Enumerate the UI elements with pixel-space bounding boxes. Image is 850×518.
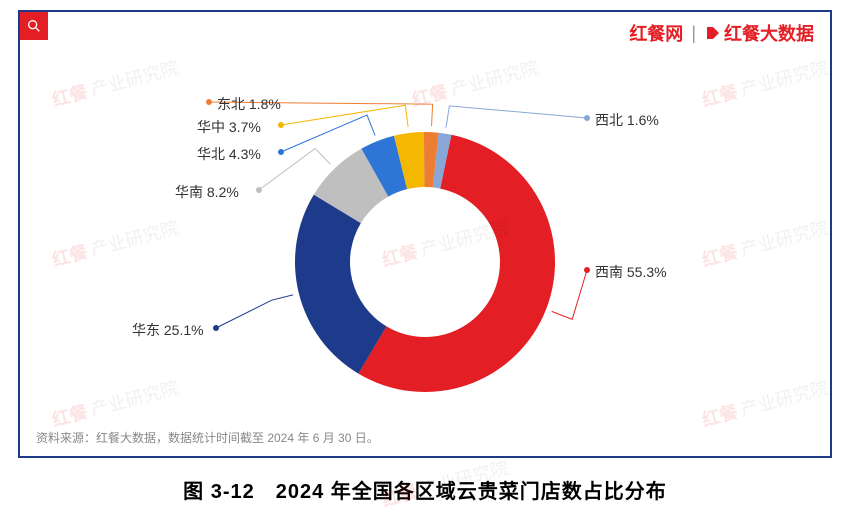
leader-line: [281, 105, 408, 127]
logo-hongcan: 红餐网: [629, 20, 683, 46]
leader-dot: [278, 149, 284, 155]
slice-label-西北: 西北 1.6%: [595, 110, 659, 130]
source-note: 资料来源：红餐大数据，数据统计时间截至 2024 年 6 月 30 日。: [36, 429, 379, 446]
leader-line: [552, 270, 587, 319]
leader-dot: [584, 115, 590, 121]
leader-dot: [256, 187, 262, 193]
leader-dot: [584, 267, 590, 273]
leader-dot: [206, 99, 212, 105]
logo-separator: |: [691, 23, 696, 44]
slice-label-华南: 华南 8.2%: [175, 182, 239, 202]
slice-label-华北: 华北 4.3%: [197, 144, 261, 164]
slice-华东: [295, 195, 387, 374]
chart-area: 西北 1.6% 西南 55.3% 华东 25.1% 华南 8.2% 华北 4.3% 华中 …: [20, 52, 830, 432]
leader-line: [281, 115, 375, 152]
chart-frame: 红餐网 | 红餐大数据 西北 1.6% 西南 55.3% 华东 25.1% 华南 8.…: [18, 10, 832, 458]
slice-label-东北: 东北 1.8%: [217, 94, 281, 114]
slice-label-华东: 华东 25.1%: [132, 320, 204, 340]
search-icon: [20, 12, 48, 40]
slice-label-西南: 西南 55.3%: [595, 262, 667, 282]
leader-dot: [213, 325, 219, 331]
donut-chart: [18, 52, 832, 432]
logo-bigdata: 红餐大数据: [704, 20, 814, 46]
leader-dot: [278, 122, 284, 128]
slice-label-华中: 华中 3.7%: [197, 117, 261, 137]
figure-caption: 图 3-12 2024 年全国各区域云贵菜门店数占比分布: [0, 475, 850, 504]
leader-line: [259, 148, 330, 190]
leader-line: [216, 295, 293, 328]
leader-line: [446, 106, 587, 128]
top-logos: 红餐网 | 红餐大数据: [629, 20, 814, 46]
